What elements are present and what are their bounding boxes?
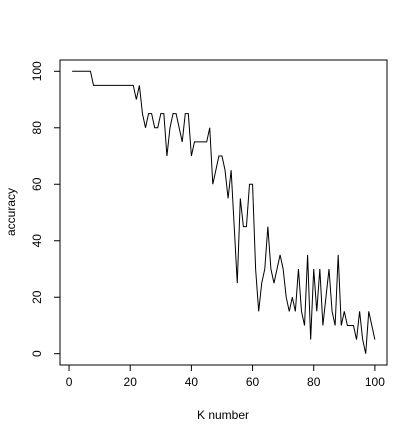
y-tick-label: 0	[30, 350, 44, 357]
x-tick-label: 0	[66, 375, 73, 389]
y-tick-label: 60	[30, 177, 44, 191]
x-tick-label: 80	[307, 375, 321, 389]
plot-box	[59, 59, 388, 366]
x-tick-label: 60	[246, 375, 260, 389]
x-tick-label: 100	[365, 375, 385, 389]
data-line	[72, 70, 376, 354]
y-tick-label: 40	[30, 234, 44, 248]
y-tick-label: 20	[30, 290, 44, 304]
y-tick-label: 100	[30, 61, 44, 81]
x-axis-label: K number	[197, 408, 249, 422]
x-tick-label: 40	[185, 375, 199, 389]
x-tick-label: 20	[124, 375, 138, 389]
y-tick-label: 80	[30, 121, 44, 135]
y-axis-label: accuracy	[4, 188, 18, 236]
